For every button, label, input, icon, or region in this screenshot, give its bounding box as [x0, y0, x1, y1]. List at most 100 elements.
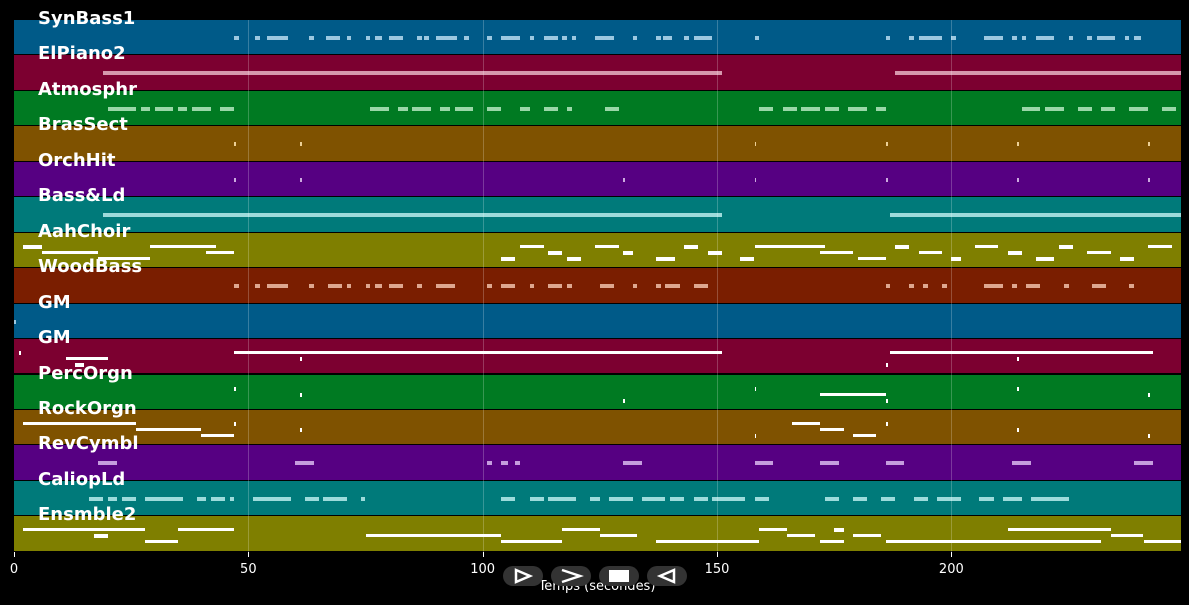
note: [304, 496, 319, 501]
grid-line: [717, 20, 718, 552]
note: [656, 256, 675, 261]
track-lane: [14, 161, 1181, 197]
note: [328, 284, 343, 289]
note: [857, 256, 886, 260]
note: [548, 250, 563, 255]
note: [192, 106, 211, 111]
note: [642, 496, 666, 501]
rewind-button[interactable]: [647, 566, 687, 586]
note: [885, 421, 888, 426]
note: [684, 36, 689, 40]
note: [590, 496, 600, 501]
note: [604, 106, 619, 111]
note: [595, 244, 619, 248]
track-label: GM: [38, 291, 71, 313]
note: [107, 106, 136, 111]
note: [801, 106, 821, 111]
note: [487, 284, 493, 289]
note: [820, 427, 844, 431]
note: [1016, 142, 1019, 147]
note: [754, 177, 757, 182]
note: [234, 284, 239, 289]
x-tick-mark: [14, 552, 15, 557]
note: [255, 284, 261, 289]
x-tick-label: 100: [470, 562, 496, 577]
note: [623, 250, 633, 255]
note: [885, 540, 1102, 544]
note: [792, 421, 821, 425]
note: [103, 213, 722, 218]
note: [1016, 177, 1019, 182]
note: [632, 36, 638, 40]
note: [154, 106, 174, 111]
note: [103, 71, 722, 76]
note: [909, 284, 914, 289]
note: [754, 461, 774, 466]
note: [417, 36, 422, 40]
note: [754, 496, 769, 501]
note: [670, 496, 685, 501]
note: [325, 36, 340, 40]
play-button[interactable]: [551, 566, 591, 586]
note: [135, 427, 202, 431]
note: [909, 36, 914, 40]
note: [623, 461, 642, 466]
note: [88, 496, 104, 501]
note: [229, 496, 235, 501]
note: [1021, 106, 1041, 111]
note: [913, 496, 928, 501]
note: [548, 496, 577, 501]
note: [234, 421, 237, 426]
track-label: BrasSect: [38, 114, 128, 136]
note: [1148, 244, 1172, 248]
note: [234, 351, 722, 355]
skip-back-button[interactable]: [503, 566, 543, 586]
note: [1002, 496, 1017, 501]
track-label: RockOrgn: [38, 397, 137, 419]
note: [435, 36, 457, 40]
note: [824, 496, 839, 501]
grid-line: [248, 20, 250, 552]
note: [599, 284, 614, 289]
stop-button[interactable]: [599, 566, 639, 586]
note: [18, 351, 21, 356]
note: [93, 534, 108, 539]
note: [234, 142, 237, 147]
note: [74, 363, 85, 368]
stop-icon: [609, 570, 629, 582]
note: [1031, 496, 1069, 501]
note: [487, 36, 493, 40]
note: [398, 106, 408, 111]
note: [435, 284, 455, 289]
note: [595, 36, 614, 40]
note: [684, 244, 699, 249]
x-tick-label: 50: [240, 562, 257, 577]
note: [782, 106, 797, 111]
note: [885, 461, 905, 466]
note: [309, 36, 314, 40]
note: [417, 284, 422, 289]
note: [890, 351, 1153, 355]
note: [754, 36, 760, 40]
note: [267, 36, 289, 40]
track-lane: [14, 268, 1181, 303]
track-label: Ensmble2: [38, 504, 137, 526]
track-lane: [14, 516, 1181, 551]
note: [1045, 106, 1064, 111]
note: [529, 284, 535, 289]
track-label: OrchHit: [38, 149, 116, 171]
note: [1021, 36, 1027, 40]
track-lane: [14, 303, 1181, 339]
note: [1091, 284, 1106, 289]
note: [1016, 357, 1020, 362]
note: [501, 461, 509, 466]
note: [852, 534, 882, 538]
note: [121, 496, 136, 501]
note: [299, 392, 302, 397]
note: [895, 244, 910, 249]
x-tick-mark: [951, 552, 953, 557]
note: [984, 284, 1003, 289]
note: [178, 106, 188, 111]
track-label: ElPiano2: [38, 43, 126, 65]
note: [693, 36, 713, 40]
